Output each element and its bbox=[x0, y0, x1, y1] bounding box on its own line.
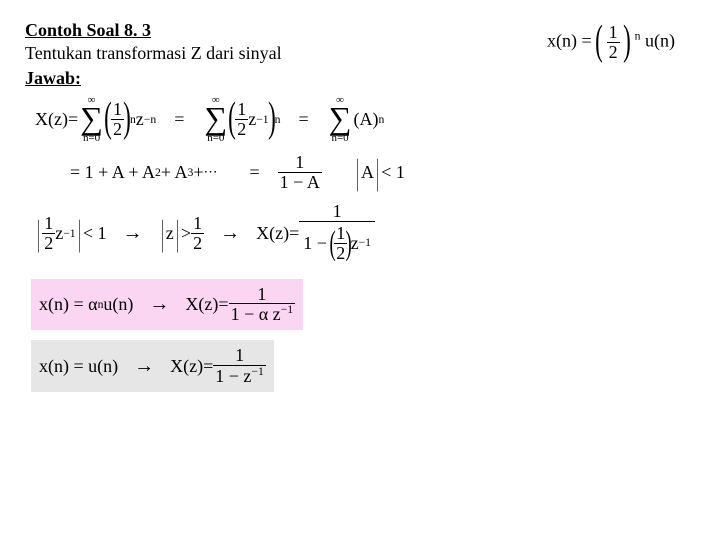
formula-box-alpha: x(n) = αnu(n) → X(z) = 1 1 − α z−1 bbox=[31, 279, 695, 331]
prompt-text: Tentukan transformasi Z dari sinyal bbox=[25, 43, 547, 64]
answer-label: Jawab: bbox=[25, 68, 695, 89]
derivation-line-1: X(z) = ∞ ∑ n=0 ( 12 )n z−n = ∞ ∑ n=0 ( 1… bbox=[35, 95, 695, 143]
signal-fraction: 1 2 bbox=[607, 23, 620, 62]
derivation-line-3: | 12 z−1 | < 1 → |z| > 12 → X(z) = 1 1 −… bbox=[35, 202, 695, 265]
paren-left-icon: ( bbox=[595, 25, 603, 59]
arrow-icon: → bbox=[134, 355, 154, 378]
arrow-icon: → bbox=[123, 222, 143, 245]
result-fraction: 1 1 − A bbox=[278, 153, 322, 192]
formula-box-unit: x(n) = u(n) → X(z) = 1 1 − z−1 bbox=[31, 340, 695, 392]
sum-icon: ∞ ∑ n=0 bbox=[204, 95, 227, 143]
example-title: Contoh Soal 8. 3 bbox=[25, 20, 547, 41]
derivation-line-2: = 1 + A + A2 + A3 + ⋯ = 1 1 − A |A| < 1 bbox=[70, 153, 695, 192]
signal-lhs: x(n) bbox=[547, 30, 577, 50]
sum-icon: ∞ ∑ n=0 bbox=[329, 95, 352, 143]
arrow-icon: → bbox=[149, 293, 169, 316]
arrow-icon: → bbox=[220, 222, 240, 245]
xz-result-fraction: 1 1 − ( 12 ) z−1 bbox=[299, 202, 375, 265]
sum-icon: ∞ ∑ n=0 bbox=[80, 95, 103, 143]
paren-right-icon: ) bbox=[623, 25, 631, 59]
signal-equation: x(n) = ( 1 2 ) n u(n) bbox=[547, 23, 695, 62]
header-row: Contoh Soal 8. 3 Tentukan transformasi Z… bbox=[25, 20, 695, 64]
